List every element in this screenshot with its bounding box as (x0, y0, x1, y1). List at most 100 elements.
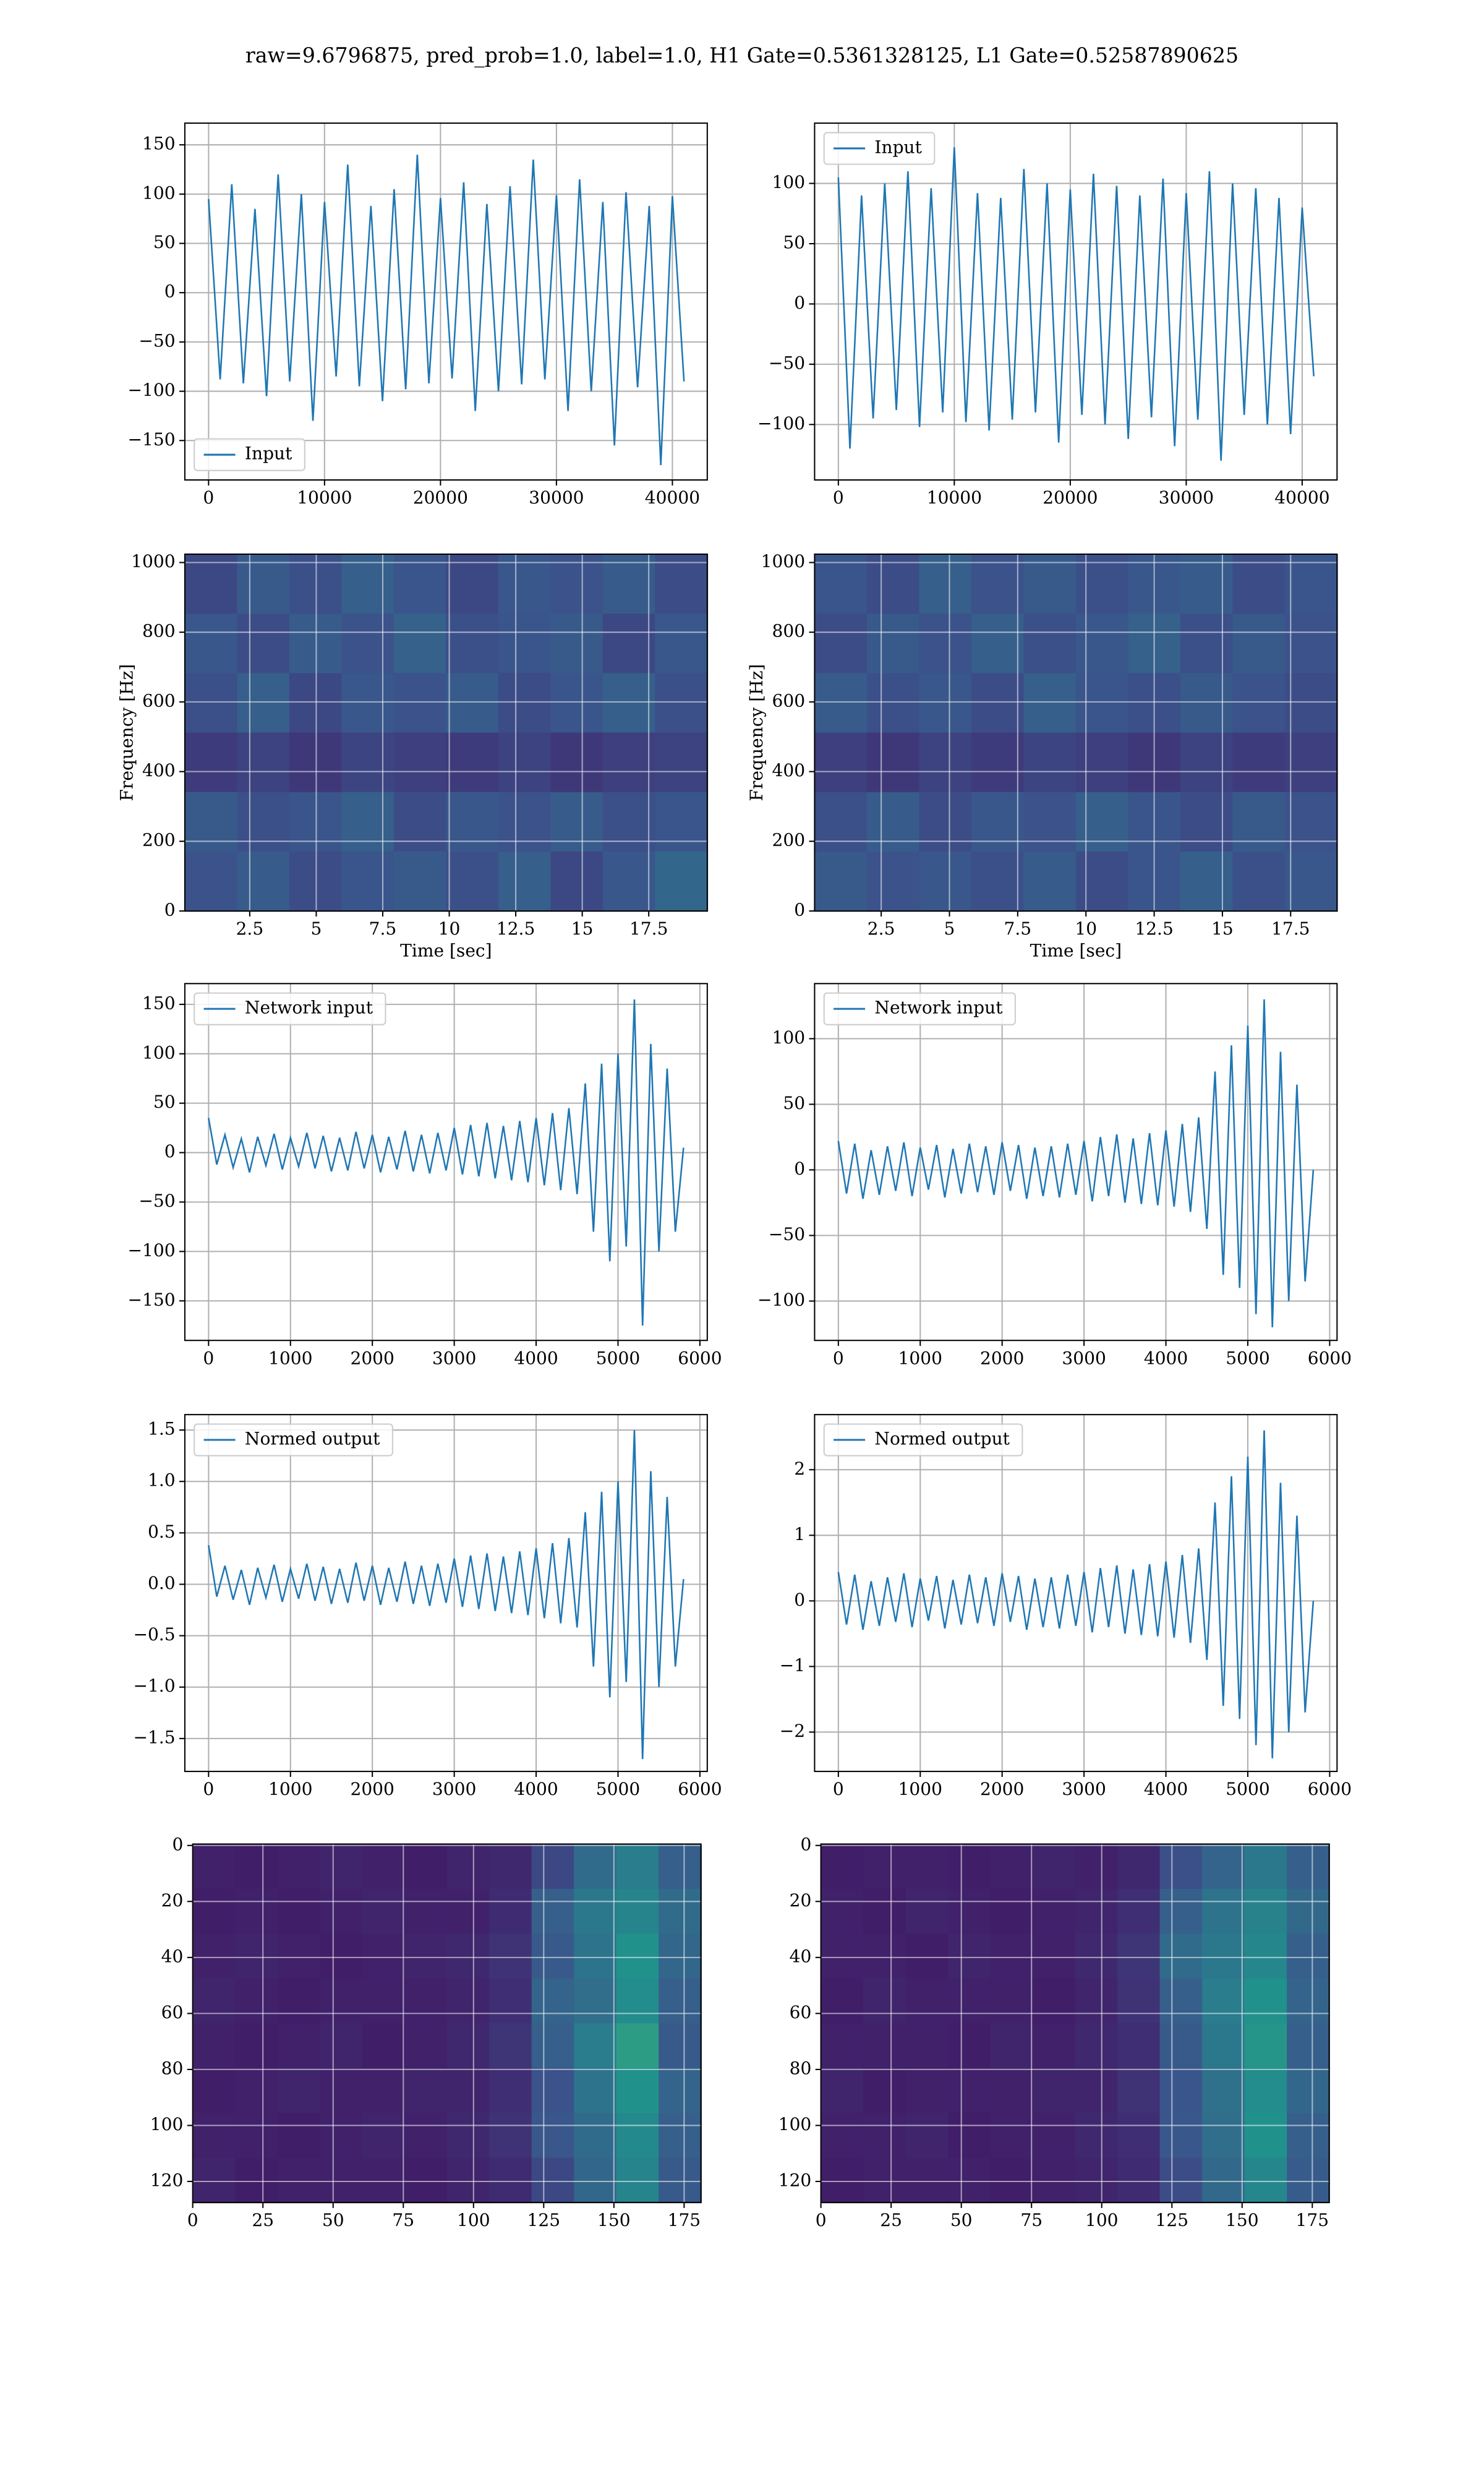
legend: Network input (194, 992, 386, 1025)
heatmap-cell (235, 1844, 278, 1890)
y-tick-label: 0 (794, 293, 805, 313)
heatmap-cell (1023, 732, 1077, 793)
x-tick-label: 10 (1075, 918, 1097, 939)
heatmap-cell (574, 1844, 617, 1890)
heatmap-cell (948, 2068, 991, 2114)
x-tick-label: 25 (252, 2210, 274, 2230)
heatmap-cell (393, 851, 447, 912)
heatmap-cell (498, 614, 552, 674)
heatmap-cell (1075, 2157, 1119, 2204)
y-axis-label: Frequency [Hz] (746, 664, 767, 801)
heatmap-cell (919, 554, 973, 615)
heatmap-cell (863, 1888, 906, 1935)
heatmap-cell (489, 2113, 532, 2159)
heatmap-cell (237, 554, 291, 615)
data-line (837, 1430, 1315, 1758)
y-tick-label: 100 (142, 182, 176, 203)
heatmap-cell (498, 851, 552, 912)
heatmap-cell (1075, 1978, 1119, 2024)
x-tick-label: 20000 (413, 487, 468, 508)
y-tick-label: 600 (142, 690, 176, 711)
x-tick-label: 75 (1020, 2210, 1043, 2230)
heatmap-cell (1202, 2068, 1245, 2114)
x-tick-label: 150 (1226, 2210, 1259, 2230)
x-tick-label: 1000 (268, 1779, 312, 1799)
heatmap-cell (1075, 554, 1129, 615)
heatmap-cell (971, 614, 1025, 674)
heatmap-cell (446, 732, 500, 793)
heatmap-cell (659, 2068, 702, 2114)
heatmap-cell (971, 851, 1025, 912)
subplot: 0 1000 2000 3000 4000 5000 6000 −150 −100 −50 0 50 1… (128, 983, 722, 1368)
legend: Input (823, 132, 936, 165)
heatmap-cell (1202, 1933, 1245, 1980)
y-tick-label: −50 (769, 1224, 805, 1244)
x-tick-label: 6000 (1308, 1779, 1352, 1799)
y-tick-label: −50 (139, 330, 175, 351)
y-tick-label: 20 (790, 1890, 812, 1911)
y-tick-label: 100 (772, 172, 806, 192)
heatmap-cell (235, 1888, 278, 1935)
heatmap-cell (320, 2113, 363, 2159)
heatmap-cell (446, 851, 500, 912)
heatmap-cell (184, 851, 238, 912)
x-tick-label: 40000 (1274, 487, 1329, 508)
heatmap-cell (616, 1933, 660, 1980)
heatmap-cell (237, 792, 291, 853)
x-tick-label: 4000 (1144, 1779, 1188, 1799)
y-tick-label: 800 (142, 621, 176, 641)
heatmap-cell (446, 2157, 490, 2204)
heatmap-cell (550, 851, 604, 912)
heatmap-cell (192, 2068, 236, 2114)
heatmap-cell (905, 1844, 949, 1890)
heatmap-cell (602, 792, 656, 853)
data-line (837, 147, 1315, 461)
heatmap-cell (821, 2157, 864, 2204)
y-tick-label: −100 (128, 380, 176, 400)
y-tick-label: 50 (153, 1092, 176, 1112)
heatmap-cell (821, 2023, 864, 2069)
heatmap-cell (489, 1888, 532, 1935)
subplot: 2.5 5 7.5 10 12.5 15 17.5 0 200 400 600 800 1000 Time… (746, 551, 1338, 961)
heatmap-cell (814, 673, 868, 734)
x-tick-label: 12.5 (1135, 918, 1173, 939)
legend-label: Normed output (874, 1429, 1010, 1449)
y-tick-label: −150 (128, 429, 176, 450)
heatmap-cell (237, 851, 291, 912)
heatmap-cell (446, 1844, 490, 1890)
heatmap-cell (1117, 2157, 1161, 2204)
y-tick-label: 0 (794, 1158, 805, 1179)
x-tick-label: 100 (457, 2210, 490, 2230)
x-tick-label: 5 (944, 918, 955, 939)
y-tick-label: 400 (142, 760, 176, 781)
heatmap-cell (184, 614, 238, 674)
heatmap-cell (550, 673, 604, 734)
heatmap-cell (404, 1933, 448, 1980)
x-tick-label: 150 (597, 2210, 631, 2230)
y-tick-label: 0 (164, 1141, 176, 1162)
heatmap-cell (990, 2113, 1034, 2159)
y-tick-label: 400 (772, 760, 806, 781)
heatmap-cell (362, 2157, 406, 2204)
heatmap-cell (446, 1933, 490, 1980)
y-tick-label: 0 (794, 899, 805, 920)
heatmap-cell (498, 732, 552, 793)
heatmap-cell (320, 1844, 363, 1890)
heatmap-cell (574, 1933, 617, 1980)
y-tick-label: 1000 (131, 551, 175, 571)
heatmap-cell (531, 1933, 575, 1980)
y-tick-label: 50 (783, 1093, 805, 1113)
x-tick-label: 175 (668, 2210, 701, 2230)
heatmap-cell (404, 1888, 448, 1935)
heatmap-cell (659, 2113, 702, 2159)
data-line (208, 999, 684, 1326)
axes-frame (814, 983, 1338, 1342)
heatmap-cell (192, 1978, 236, 2024)
heatmap-cell (866, 732, 920, 793)
y-tick-label: 100 (142, 1042, 176, 1063)
heatmap-cell (1287, 1888, 1330, 1935)
heatmap-cell (821, 2113, 864, 2159)
heatmap-cell (1244, 2157, 1288, 2204)
x-tick-label: 75 (392, 2210, 414, 2230)
heatmap-cell (184, 732, 238, 793)
